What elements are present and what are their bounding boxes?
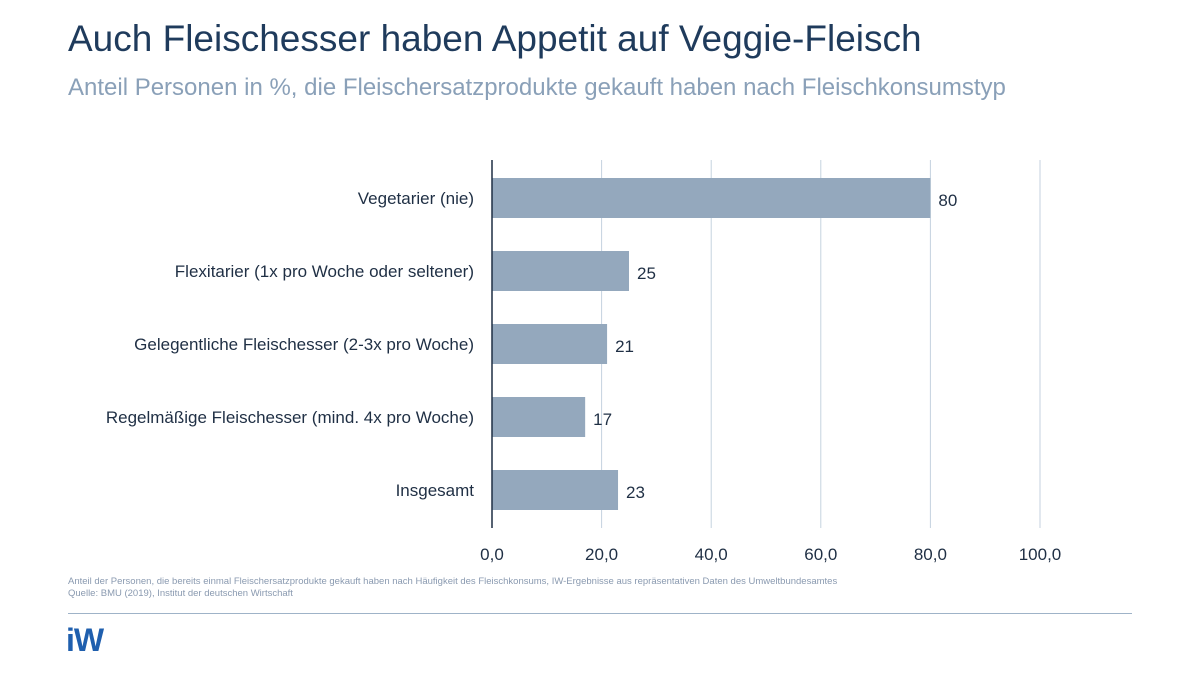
- category-label: Regelmäßige Fleischesser (mind. 4x pro W…: [106, 408, 474, 427]
- x-tick-label: 0,0: [480, 545, 504, 564]
- iw-logo: iW: [66, 622, 104, 658]
- bar: [492, 178, 931, 218]
- bar: [492, 324, 608, 364]
- labels: 0,0 20,0 40,0 60,0 80,0 100,0 Vegetarier (nie)…: [106, 189, 1061, 564]
- footnote-source: Quelle: BMU (2019), Institut der deutsch…: [68, 588, 293, 599]
- footnote-note: Anteil der Personen, die bereits einmal …: [68, 576, 838, 587]
- category-label: Gelegentliche Fleischesser (2-3x pro Woc…: [134, 335, 474, 354]
- chart-title: Auch Fleischesser haben Appetit auf Vegg…: [68, 18, 922, 59]
- bars: [492, 178, 931, 510]
- data-label: 21: [615, 337, 634, 356]
- category-label: Flexitarier (1x pro Woche oder seltener): [175, 262, 474, 281]
- chart-subtitle: Anteil Personen in %, die Fleischersatzp…: [68, 74, 1006, 101]
- data-label: 23: [626, 483, 645, 502]
- data-label: 17: [593, 410, 612, 429]
- footer-divider: [68, 613, 1132, 614]
- x-tick-label: 80,0: [914, 545, 947, 564]
- data-label: 80: [938, 191, 957, 210]
- x-tick-label: 40,0: [695, 545, 728, 564]
- bar: [492, 251, 629, 291]
- x-tick-label: 60,0: [804, 545, 837, 564]
- bar-chart: 0,0 20,0 40,0 60,0 80,0 100,0 Vegetarier (nie)…: [106, 160, 1061, 564]
- x-tick-label: 100,0: [1019, 545, 1062, 564]
- footnote: Anteil der Personen, die bereits einmal …: [68, 576, 837, 600]
- bar: [492, 470, 619, 510]
- category-label: Insgesamt: [396, 481, 475, 500]
- category-label: Vegetarier (nie): [358, 189, 474, 208]
- data-label: 25: [637, 264, 656, 283]
- x-tick-label: 20,0: [585, 545, 618, 564]
- bar: [492, 397, 586, 437]
